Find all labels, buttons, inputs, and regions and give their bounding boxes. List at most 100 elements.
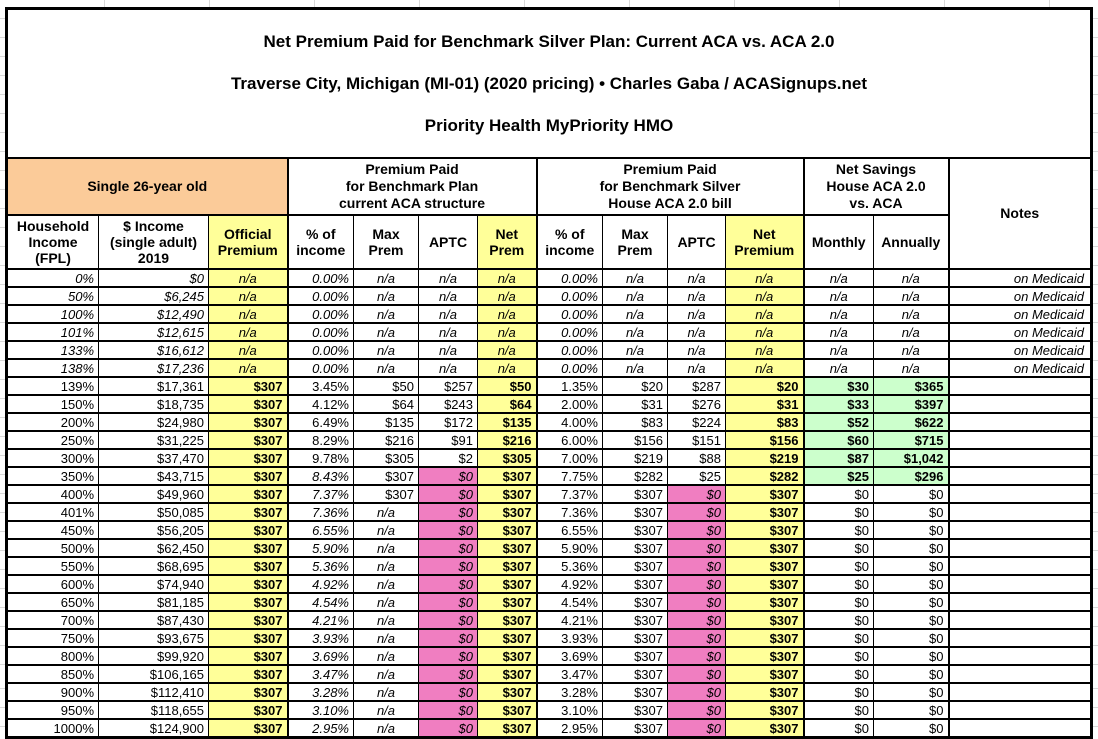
cell-aca2-aptc: $0 [667, 700, 726, 720]
cell-savings-annually: $0 [873, 646, 949, 666]
cell-aca-max-prem: n/a [353, 520, 419, 540]
cell-aca-net-prem: n/a [477, 304, 537, 324]
cell-notes [947, 646, 1092, 666]
table-row: 200% $24,980 $307 6.49% $135 $172 $135 4.00% $83… [6, 412, 1092, 432]
cell-official-premium: $307 [208, 592, 288, 612]
cell-aca-net-prem: n/a [477, 268, 537, 288]
cell-savings-monthly: $33 [802, 394, 874, 414]
cell-aca2-max-prem: $307 [602, 592, 668, 612]
cell-official-premium: n/a [208, 286, 288, 306]
cell-aca-pct-income: 4.21% [286, 610, 354, 630]
cell-aca2-aptc: $0 [667, 556, 726, 576]
cell-aca2-max-prem: n/a [602, 358, 668, 378]
cell-notes: on Medicaid [947, 268, 1092, 288]
cell-savings-monthly: n/a [802, 340, 874, 360]
cell-aca-pct-income: 7.36% [286, 502, 354, 522]
cell-aca-aptc: n/a [418, 286, 478, 306]
column-header-aca2-net-premium: Net Premium [725, 214, 804, 270]
cell-official-premium: $307 [208, 538, 288, 558]
cell-aca2-aptc: $0 [667, 718, 726, 739]
cell-aca2-aptc: $151 [667, 430, 726, 450]
cell-aca2-aptc: $25 [667, 466, 726, 486]
cell-fpl: 250% [6, 430, 99, 450]
cell-aca-pct-income: 0.00% [286, 304, 354, 324]
cell-aca2-pct-income: 4.92% [535, 574, 603, 594]
cell-aca-max-prem: n/a [353, 286, 419, 306]
cell-income: $49,960 [98, 484, 209, 504]
cell-notes [947, 502, 1092, 522]
cell-income: $43,715 [98, 466, 209, 486]
cell-aca2-aptc: n/a [667, 358, 726, 378]
cell-notes [947, 394, 1092, 414]
cell-aca-aptc: $0 [418, 538, 478, 558]
cell-savings-annually: n/a [873, 340, 949, 360]
cell-savings-annually: $0 [873, 718, 949, 739]
cell-aca2-pct-income: 0.00% [535, 322, 603, 342]
table-row: 300% $37,470 $307 9.78% $305 $2 $305 7.00% $219 $… [6, 448, 1092, 468]
column-header-notes: Notes [947, 157, 1092, 270]
cell-aca-pct-income: 3.10% [286, 700, 354, 720]
cell-fpl: 100% [6, 304, 99, 324]
subject-header: Single 26-year old [6, 157, 288, 216]
cell-aca2-aptc: n/a [667, 286, 726, 306]
cell-aca2-aptc: $88 [667, 448, 726, 468]
table-row: 950% $118,655 $307 3.10% n/a $0 $307 3.10% $307 $… [6, 700, 1092, 720]
cell-official-premium: $307 [208, 520, 288, 540]
cell-aca-pct-income: 0.00% [286, 286, 354, 306]
cell-notes [947, 448, 1092, 468]
cell-savings-annually: $0 [873, 502, 949, 522]
cell-income: $74,940 [98, 574, 209, 594]
cell-aca-max-prem: n/a [353, 556, 419, 576]
cell-notes [947, 430, 1092, 450]
cell-savings-monthly: $30 [802, 376, 874, 396]
cell-official-premium: $307 [208, 682, 288, 702]
cell-aca-pct-income: 4.12% [286, 394, 354, 414]
cell-aca2-net-premium: $307 [725, 700, 804, 720]
cell-official-premium: $307 [208, 412, 288, 432]
cell-aca2-max-prem: $307 [602, 664, 668, 684]
cell-aca2-net-premium: n/a [725, 268, 804, 288]
cell-aca-aptc: $0 [418, 718, 478, 739]
cell-fpl: 900% [6, 682, 99, 702]
cell-aca2-max-prem: $307 [602, 628, 668, 648]
cell-fpl: 1000% [6, 718, 99, 739]
cell-aca2-max-prem: $20 [602, 376, 668, 396]
cell-aca2-pct-income: 4.00% [535, 412, 603, 432]
cell-official-premium: $307 [208, 700, 288, 720]
cell-income: $16,612 [98, 340, 209, 360]
cell-official-premium: n/a [208, 358, 288, 378]
cell-aca-pct-income: 8.43% [286, 466, 354, 486]
cell-aca2-pct-income: 7.36% [535, 502, 603, 522]
cell-aca-max-prem: n/a [353, 646, 419, 666]
table-row: 401% $50,085 $307 7.36% n/a $0 $307 7.36% $307 $0… [6, 502, 1092, 522]
cell-official-premium: n/a [208, 322, 288, 342]
cell-aca2-max-prem: n/a [602, 304, 668, 324]
column-header-annually: Annually [873, 214, 949, 270]
cell-aca-aptc: $0 [418, 484, 478, 504]
cell-notes: on Medicaid [947, 340, 1092, 360]
cell-aca2-max-prem: n/a [602, 322, 668, 342]
cell-aca2-net-premium: n/a [725, 322, 804, 342]
cell-aca2-aptc: $287 [667, 376, 726, 396]
cell-aca2-net-premium: $307 [725, 664, 804, 684]
cell-income: $24,980 [98, 412, 209, 432]
cell-aca2-pct-income: 2.95% [535, 718, 603, 739]
cell-fpl: 800% [6, 646, 99, 666]
cell-aca-net-prem: $305 [477, 448, 537, 468]
table-row: 450% $56,205 $307 6.55% n/a $0 $307 6.55% $307 $0… [6, 520, 1092, 540]
table-title: Net Premium Paid for Benchmark Silver Pl… [6, 7, 1092, 159]
cell-aca2-max-prem: $307 [602, 610, 668, 630]
cell-aca2-pct-income: 0.00% [535, 358, 603, 378]
cell-fpl: 101% [6, 322, 99, 342]
cell-aca2-pct-income: 3.28% [535, 682, 603, 702]
cell-aca-pct-income: 9.78% [286, 448, 354, 468]
cell-income: $17,361 [98, 376, 209, 396]
table-row: 600% $74,940 $307 4.92% n/a $0 $307 4.92% $307 $0… [6, 574, 1092, 594]
cell-fpl: 400% [6, 484, 99, 504]
cell-aca2-aptc: $0 [667, 538, 726, 558]
cell-savings-monthly: $0 [802, 502, 874, 522]
cell-official-premium: $307 [208, 502, 288, 522]
cell-aca-pct-income: 3.28% [286, 682, 354, 702]
cell-aca-aptc: n/a [418, 304, 478, 324]
cell-aca-max-prem: $64 [353, 394, 419, 414]
